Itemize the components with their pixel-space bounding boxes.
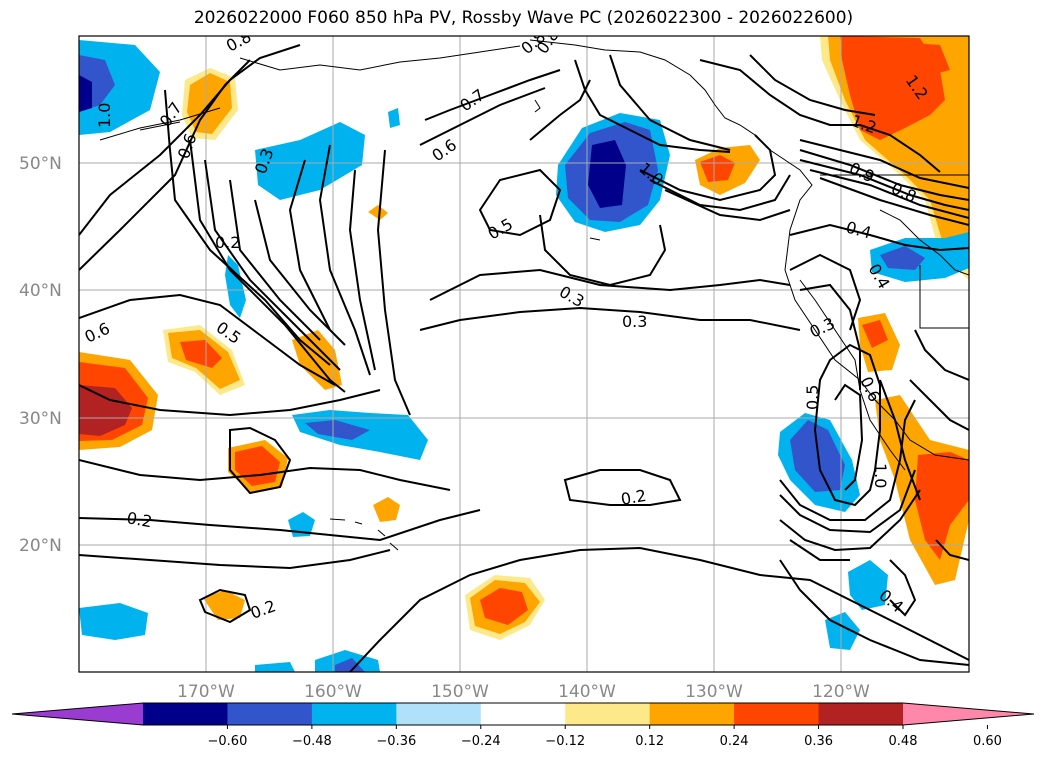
pv-contours [79,44,969,672]
contour-label: 0.3 [622,312,647,331]
colorbar-tick-label: 0.36 [804,734,833,749]
colorbar-tick-label: −0.60 [208,734,248,749]
colorbar-swatch [311,703,397,725]
lon-label: 120°W [812,682,870,702]
colorbar-swatch [143,703,228,725]
longitude-labels: 170°W 160°W 150°W 140°W 130°W 120°W [177,682,870,702]
map-frame [78,35,970,673]
pos-anomaly-region [368,205,388,220]
colorbar-tick-label: −0.12 [545,734,585,749]
coastlines [99,39,969,551]
colorbar-tick-label: 0.24 [720,734,749,749]
colorbar-swatch [818,703,904,725]
colorbar-swatch [396,703,482,725]
lon-label: 150°W [431,682,489,702]
lon-label: 140°W [558,682,616,702]
neg-anomaly-region [388,108,400,128]
pos-anomaly-region [373,497,400,522]
latitude-labels: 50°N 40°N 30°N 20°N [19,154,62,556]
map-area: 0.8 0.7 1.0 0.6 0.3 0.2 0.6 0.5 0.7 0.6 … [79,36,969,672]
neg-anomaly-region [255,122,365,200]
contour-label: 0.5 [803,385,822,410]
colorbar-extend-low [12,703,143,725]
neg-anomaly-region [880,246,925,270]
contour-label: 1.0 [871,463,890,488]
map-title: 2026022000 F060 850 hPa PV, Rossby Wave … [193,8,854,28]
pos-anomaly-region [79,385,132,436]
colorbar-tick-label: −0.48 [292,734,332,749]
contour-label: 0.2 [619,486,647,509]
pos-anomaly-region [862,320,888,348]
pos-anomaly-region [900,42,950,75]
pos-anomaly-region [480,588,528,625]
pos-anomaly-region [180,340,222,368]
colorbar-tick-label: −0.24 [461,734,501,749]
colorbar-outline [11,702,1035,726]
colorbar-tick-label: 0.48 [889,734,918,749]
contour-label: 0.2 [125,508,153,531]
lon-label: 160°W [304,682,362,702]
colorbar-swatch [480,703,566,725]
colorbar-swatch [734,703,820,725]
pos-anomaly-region [700,155,735,182]
colorbar: −0.60 −0.48 −0.36 −0.24 −0.12 0.12 0.24 0.36 0.4… [11,702,1035,749]
colorbar-swatch [227,703,313,725]
colorbar-tick-label: 0.12 [635,734,664,749]
colorbar-swatch [649,703,735,725]
neg-anomaly-region [335,658,365,672]
neg-anomaly-region [79,75,92,112]
lon-label: 170°W [177,682,235,702]
lon-label: 130°W [685,682,743,702]
contour-label: 1.0 [95,103,114,128]
contour-label: 0.2 [215,233,240,252]
colorbar-tick-label: −0.36 [376,734,416,749]
neg-anomaly-region [79,603,148,640]
pos-anomaly-region [915,452,969,560]
pos-anomaly-region [203,590,245,620]
neg-anomaly-region [588,140,626,208]
neg-anomaly-region [848,560,888,610]
colorbar-tick-label: 0.60 [973,734,1002,749]
colorbar-swatch [565,703,651,725]
neg-anomaly-region [255,662,295,672]
graticule [79,36,969,672]
lat-label: 40°N [19,281,62,301]
lat-label: 30°N [19,409,62,429]
neg-anomaly-region [305,420,370,440]
colorbar-extend-high [903,703,1034,725]
lat-label: 20°N [19,536,62,556]
lat-label: 50°N [19,154,62,174]
